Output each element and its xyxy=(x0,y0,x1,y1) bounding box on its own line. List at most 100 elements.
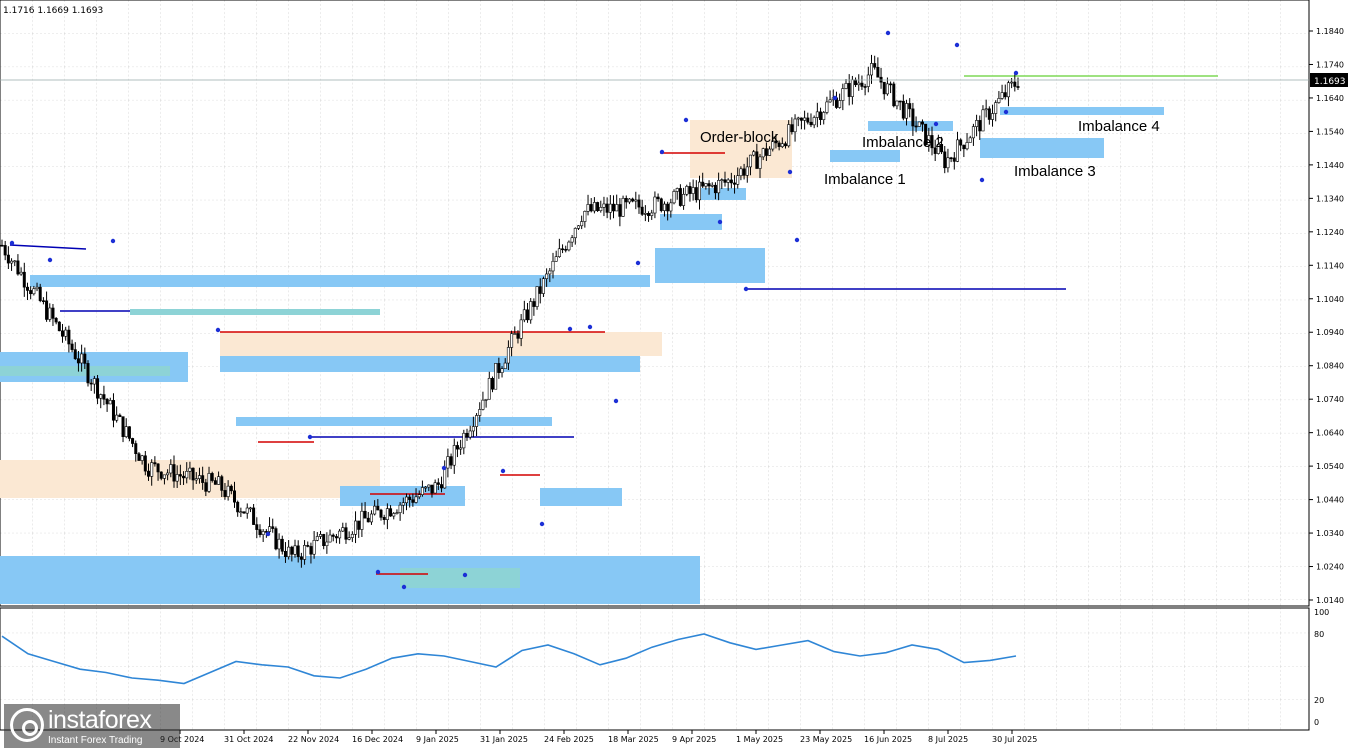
candle-body xyxy=(261,531,265,535)
candle-body xyxy=(153,462,157,465)
candle-body xyxy=(96,378,100,399)
candle-body xyxy=(10,260,14,264)
candle-body xyxy=(720,179,724,181)
candle-body xyxy=(503,362,507,369)
fractal-marker xyxy=(933,121,939,127)
price-tick-label: 1.0440 xyxy=(1316,496,1344,505)
candle-body xyxy=(685,186,689,195)
candle-body xyxy=(271,526,275,529)
candle-body xyxy=(293,545,297,555)
candle-body xyxy=(385,508,389,520)
imbalance-zone-feb xyxy=(540,488,622,506)
price-tick-label: 1.1640 xyxy=(1316,94,1344,103)
candle-body xyxy=(866,74,870,87)
candle-body xyxy=(895,100,899,107)
order-block-label: Order-block xyxy=(700,129,779,146)
candle-body xyxy=(433,482,437,494)
candle-body xyxy=(838,100,842,108)
candle-body xyxy=(627,198,631,203)
candle-body xyxy=(729,179,733,184)
candle-body xyxy=(159,471,163,479)
price-axis: 1.1840 1.1740 1.1640 1.1540 1.1440 1.1340 1.12… xyxy=(1309,27,1344,605)
candle-body xyxy=(150,462,154,477)
candle-body xyxy=(971,126,975,139)
candle-body xyxy=(618,204,622,217)
candle-body xyxy=(796,117,800,120)
candle-body xyxy=(376,505,380,511)
candle-body xyxy=(124,426,128,438)
candle-body xyxy=(952,157,956,162)
candle-body xyxy=(255,524,259,530)
oscillator-line xyxy=(1,633,1017,685)
candle-body xyxy=(541,278,545,294)
imbalance-zone-4 xyxy=(1000,107,1164,115)
candle-body xyxy=(975,120,979,127)
candle-body xyxy=(570,237,574,243)
candle-body xyxy=(229,485,233,492)
fractal-markers-layer xyxy=(9,30,1019,590)
candle-body xyxy=(701,181,705,187)
candle-body xyxy=(863,86,867,88)
candle-body xyxy=(1013,81,1017,87)
candle-body xyxy=(360,510,364,530)
candle-body xyxy=(468,430,472,438)
candle-body xyxy=(873,63,877,68)
candle-body xyxy=(220,476,224,491)
candle-body xyxy=(392,513,396,517)
candle-body xyxy=(121,416,125,438)
fractal-marker xyxy=(567,326,573,332)
candle-body xyxy=(510,333,514,348)
candle-body xyxy=(233,490,237,503)
candle-body xyxy=(484,398,488,401)
candle-body xyxy=(803,117,807,121)
time-tick-label: 16 Jun 2025 xyxy=(864,735,912,744)
candle-body xyxy=(19,271,23,275)
fractal-marker xyxy=(954,42,960,48)
candle-body xyxy=(647,213,651,216)
candle-body xyxy=(197,475,201,479)
price-tick-label: 1.1040 xyxy=(1316,295,1344,304)
candle-body xyxy=(455,445,459,450)
candle-body xyxy=(892,83,896,107)
candle-body xyxy=(35,286,39,290)
candle-body xyxy=(672,191,676,204)
imbalance-zone-mid xyxy=(220,356,640,372)
fractal-marker xyxy=(1013,70,1019,76)
candle-body xyxy=(70,343,74,350)
candle-body xyxy=(771,140,775,150)
candle-body xyxy=(99,394,103,399)
candle-body xyxy=(1000,92,1004,99)
price-tick-label: 1.1140 xyxy=(1316,261,1344,270)
candle-body xyxy=(207,473,211,492)
candle-body xyxy=(1003,92,1007,98)
oscillator-tick-label: 0 xyxy=(1314,718,1319,727)
candle-body xyxy=(911,108,915,127)
candle-body xyxy=(615,204,619,212)
candle-body xyxy=(726,179,730,183)
candle-body xyxy=(45,300,49,320)
candle-body xyxy=(242,511,246,514)
candle-body xyxy=(707,183,711,187)
candle-body xyxy=(83,353,87,364)
candle-body xyxy=(812,117,816,126)
candle-body xyxy=(787,124,791,147)
candle-body xyxy=(411,499,415,503)
candle-body xyxy=(357,520,361,530)
candle-body xyxy=(991,113,995,120)
candle-body xyxy=(526,309,530,321)
candle-body xyxy=(1010,81,1014,84)
candle-body xyxy=(395,512,399,514)
candle-body xyxy=(404,496,408,504)
candle-body xyxy=(13,260,17,263)
candle-body xyxy=(576,225,580,229)
candle-body xyxy=(156,463,160,473)
candle-body xyxy=(968,137,972,143)
candle-body xyxy=(637,199,641,208)
candle-body xyxy=(548,270,552,275)
candle-body xyxy=(185,471,189,479)
candle-body xyxy=(102,394,106,400)
fractal-marker xyxy=(215,327,221,333)
candle-body xyxy=(382,517,386,520)
candle-body xyxy=(309,546,313,555)
candle-body xyxy=(478,409,482,416)
